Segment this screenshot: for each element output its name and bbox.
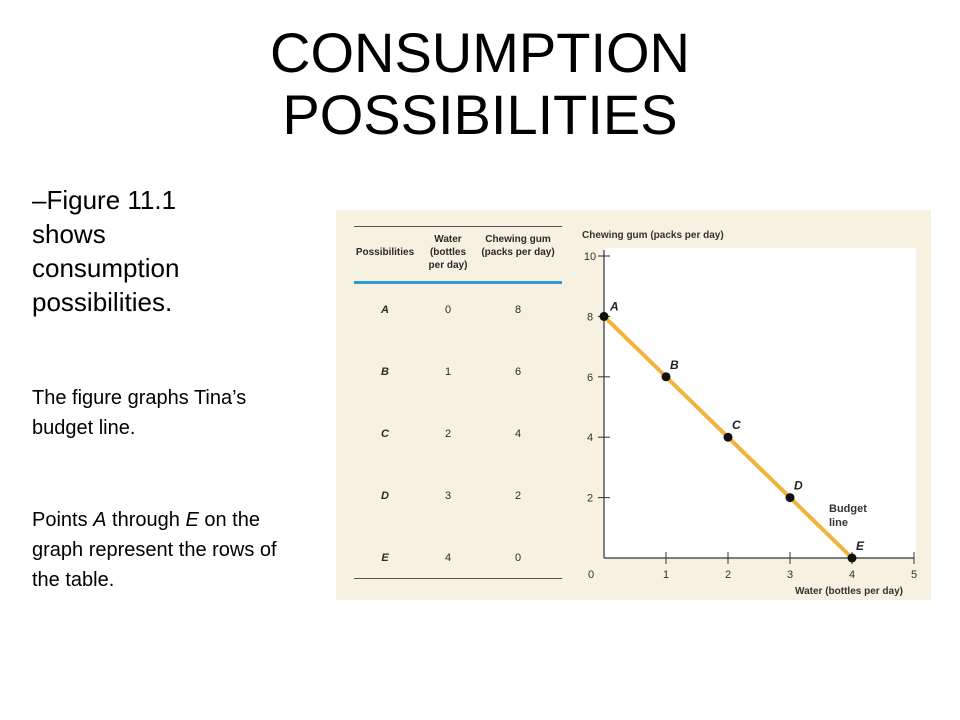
- x-tick-label: 5: [911, 569, 917, 581]
- y-axis-label: Chewing gum (packs per day): [582, 230, 724, 241]
- table-header-water: Water (bottles per day): [428, 234, 468, 271]
- table-cell-r1-c3: 8: [514, 304, 522, 316]
- bullet-text: –Figure 11.1 shows consumption possibili…: [32, 185, 180, 317]
- x-tick-label: 3: [787, 569, 793, 581]
- table-header-possibilities: Possibilities: [355, 247, 415, 258]
- table-cell-r2-c3: 6: [514, 366, 522, 378]
- annotation-line-2: line: [829, 517, 848, 529]
- table-header-gum: Chewing gum (packs per day): [481, 234, 555, 258]
- point-label-d: D: [794, 479, 803, 493]
- point-d: [785, 493, 795, 503]
- x-tick-label: 2: [725, 569, 731, 581]
- title-line-2: POSSIBILITIES: [282, 83, 678, 146]
- table-cell-r1-c1: A: [381, 304, 389, 316]
- x-tick-label: 0: [588, 569, 594, 581]
- plot-area: [604, 248, 916, 558]
- table-cell-r4-c2: 3: [444, 490, 452, 502]
- para2-point-e: E: [185, 509, 199, 531]
- point-b: [661, 372, 671, 382]
- y-tick-label: 6: [587, 372, 593, 384]
- para2-point-a: A: [93, 509, 107, 531]
- table-cell-r4-c3: 2: [514, 490, 522, 502]
- chart-marks: A B C D E Budget line: [599, 299, 867, 563]
- y-tick-label: 8: [587, 311, 593, 323]
- slide-title: CONSUMPTION POSSIBILITIES: [0, 22, 960, 146]
- para2-text-2: through: [106, 509, 186, 531]
- point-e: [847, 553, 857, 563]
- point-label-e: E: [856, 539, 865, 553]
- point-label-a: A: [609, 299, 619, 313]
- point-label-b: B: [670, 358, 679, 372]
- paragraph-points: Points A through E on the graph represen…: [32, 505, 302, 595]
- title-line-1: CONSUMPTION: [270, 21, 690, 84]
- table-cell-r1-c2: 0: [444, 304, 452, 316]
- x-tick-label: 4: [849, 569, 855, 581]
- table-top-rule: [354, 226, 562, 227]
- table-cell-r5-c3: 0: [514, 552, 522, 564]
- x-axis-label: Water (bottles per day): [795, 586, 903, 597]
- point-c: [723, 432, 733, 442]
- point-label-c: C: [732, 418, 741, 432]
- y-tick-label: 2: [587, 493, 593, 505]
- table-cell-r2-c1: B: [381, 366, 389, 378]
- table-cell-r3-c3: 4: [514, 428, 522, 440]
- para2-text-1: Points: [32, 509, 94, 531]
- table-cell-r2-c2: 1: [444, 366, 452, 378]
- x-tick-label: 1: [663, 569, 669, 581]
- chart-axes: 0 1 2 3 4 5 2 4 6 8 10 Chewing gum (packs per day) W…: [582, 230, 917, 597]
- table-cell-r5-c1: E: [381, 552, 389, 564]
- para2-text-3: on the graph represent the rows of the t…: [32, 509, 277, 591]
- point-a: [599, 311, 609, 321]
- y-tick-label: 10: [584, 251, 596, 263]
- table-cell-r4-c1: D: [381, 490, 389, 502]
- table-header-rule: [354, 281, 562, 284]
- paragraph-budget-line: The figure graphs Tina’s budget line.: [32, 387, 247, 439]
- y-tick-label: 4: [587, 432, 593, 444]
- table-cell-r3-c1: C: [381, 428, 389, 440]
- table-cell-r3-c2: 2: [444, 428, 452, 440]
- annotation-line-1: Budget: [829, 503, 867, 515]
- table-cell-r5-c2: 4: [444, 552, 452, 564]
- table-bottom-rule: [354, 578, 562, 579]
